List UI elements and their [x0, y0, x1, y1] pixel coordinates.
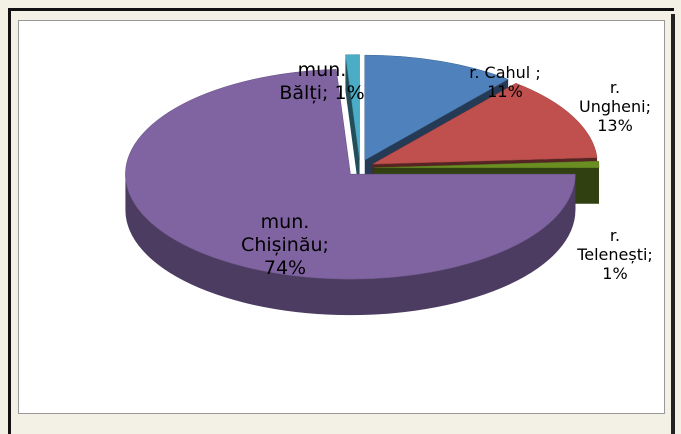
frame — [8, 8, 674, 434]
data-label: r. Telenești; 1% — [577, 226, 653, 284]
slice — [373, 160, 600, 168]
slice — [364, 54, 509, 161]
slice-side — [125, 174, 576, 316]
slice — [345, 54, 360, 160]
slice — [125, 69, 576, 280]
slice-wall — [345, 54, 360, 196]
data-label: mun. Bălți; 1% — [279, 59, 365, 104]
data-label: r. Cahul ; 11% — [469, 62, 541, 101]
data-label: mun. Chișinău; 74% — [241, 210, 329, 279]
frame-edge — [671, 14, 675, 434]
slice — [372, 83, 598, 165]
data-label: r. Ungheni; 13% — [579, 78, 651, 136]
